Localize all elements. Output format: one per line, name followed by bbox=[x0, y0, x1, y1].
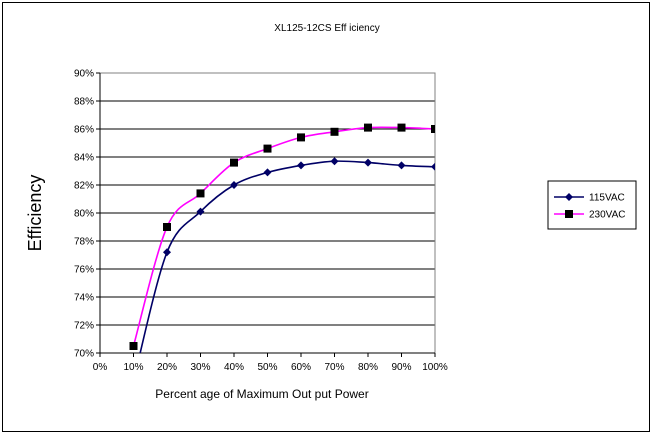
data-point-115VAC bbox=[297, 161, 305, 170]
data-point-230VAC bbox=[230, 158, 238, 167]
x-tick-label: 80% bbox=[358, 362, 378, 373]
data-point-115VAC bbox=[364, 158, 372, 167]
y-tick-label: 88% bbox=[74, 97, 94, 108]
y-tick-label: 76% bbox=[74, 265, 94, 276]
data-point-230VAC bbox=[297, 133, 305, 142]
x-tick-label: 60% bbox=[291, 362, 311, 373]
chart-title: XL125-12CS Eff iciency bbox=[274, 23, 379, 34]
x-tick-label: 10% bbox=[123, 362, 143, 373]
data-point-115VAC bbox=[163, 248, 171, 257]
data-point-115VAC bbox=[330, 157, 339, 166]
series-markers bbox=[129, 123, 435, 385]
series-lines bbox=[132, 126, 435, 353]
legend-marker-230VAC bbox=[565, 210, 573, 218]
chart-frame bbox=[2, 2, 650, 432]
data-point-230VAC bbox=[263, 144, 272, 153]
x-tick-label: 0% bbox=[93, 362, 108, 373]
y-tick-label: 78% bbox=[74, 237, 94, 248]
legend-label-230VAC: 230VAC bbox=[589, 210, 626, 221]
legend-box bbox=[547, 180, 637, 230]
data-point-230VAC bbox=[364, 123, 372, 132]
x-tick-label: 30% bbox=[190, 362, 210, 373]
legend-marker-115VAC bbox=[565, 193, 573, 201]
x-axis-title: Percent age of Maximum Out put Power bbox=[155, 387, 368, 401]
series-line-230VAC bbox=[132, 126, 435, 347]
data-point-230VAC bbox=[397, 123, 406, 132]
legend-label-115VAC: 115VAC bbox=[589, 193, 625, 204]
data-point-230VAC bbox=[129, 342, 138, 350]
y-tick-label: 90% bbox=[74, 69, 94, 80]
data-point-115VAC bbox=[263, 168, 272, 177]
axes: 70% 72% 74% 76% 78% 80% 82% 84% 86% 88% 90% 0% 10% 20… bbox=[74, 69, 448, 374]
data-point-115VAC bbox=[431, 162, 435, 171]
y-tick-label: 72% bbox=[74, 321, 94, 332]
legend: 115VAC 230VAC bbox=[547, 180, 637, 230]
x-tick-label: 70% bbox=[324, 362, 344, 373]
data-point-115VAC bbox=[130, 377, 138, 385]
y-tick-label: 74% bbox=[74, 293, 94, 304]
series-line-115VAC bbox=[139, 160, 435, 353]
x-tick-label: 90% bbox=[391, 362, 411, 373]
data-point-115VAC bbox=[397, 161, 406, 170]
y-axis-title: Efficiency bbox=[25, 175, 45, 252]
x-tick-label: 20% bbox=[157, 362, 177, 373]
data-point-230VAC bbox=[330, 127, 339, 136]
y-tick-label: 70% bbox=[74, 349, 94, 360]
x-tick-label: 50% bbox=[257, 362, 277, 373]
y-tick-label: 80% bbox=[74, 209, 94, 220]
data-point-230VAC bbox=[163, 223, 171, 231]
x-tick-label: 100% bbox=[422, 362, 448, 373]
data-point-230VAC bbox=[431, 125, 435, 133]
data-point-115VAC bbox=[196, 207, 205, 216]
y-tick-label: 82% bbox=[74, 181, 94, 192]
x-tick-label: 40% bbox=[224, 362, 244, 373]
data-point-230VAC bbox=[196, 189, 205, 198]
y-tick-label: 86% bbox=[74, 125, 94, 136]
y-tick-label: 84% bbox=[74, 153, 94, 164]
data-point-115VAC bbox=[230, 181, 238, 189]
